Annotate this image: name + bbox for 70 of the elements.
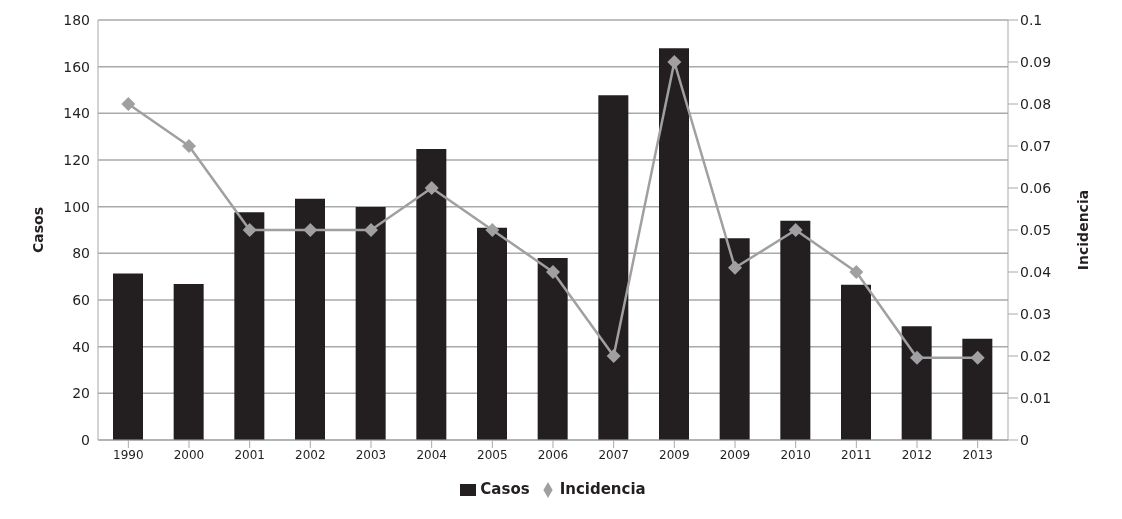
y-tick-label: 60 xyxy=(72,291,90,308)
x-tick-label: 2004 xyxy=(416,447,447,462)
bar xyxy=(234,212,265,440)
y-axis-title: Casos xyxy=(29,206,46,254)
bar xyxy=(780,220,811,440)
legend-label: Incidencia xyxy=(559,480,646,498)
point xyxy=(485,223,500,237)
y2-tick-label: 0.08 xyxy=(1020,95,1052,112)
point xyxy=(303,223,318,237)
y-tick-label: 160 xyxy=(63,58,90,75)
y-tick-label: 80 xyxy=(72,245,90,262)
y2-tick-label: 0.03 xyxy=(1020,305,1052,322)
x-tick-label: 2002 xyxy=(295,447,326,462)
bar xyxy=(598,95,629,440)
y2-tick-label: 0.06 xyxy=(1020,179,1052,196)
y-tick-label: 120 xyxy=(63,151,90,168)
point xyxy=(242,223,257,237)
y-tick-label: 180 xyxy=(63,11,90,28)
y-tick-label: 20 xyxy=(72,385,90,402)
legend-label: Casos xyxy=(480,480,530,498)
y2-tick-label: 0.09 xyxy=(1020,53,1052,70)
point xyxy=(849,265,864,279)
x-tick-label: 2010 xyxy=(780,447,811,462)
point xyxy=(546,265,560,279)
point xyxy=(424,181,439,195)
y2-tick-label: 0.01 xyxy=(1020,389,1052,406)
y-tick-label: 0 xyxy=(81,431,90,448)
x-tick-label: 2007 xyxy=(598,447,629,462)
x-tick-label: 2003 xyxy=(355,447,387,462)
point xyxy=(121,97,136,111)
x-tick-label: 2009 xyxy=(719,447,751,462)
point xyxy=(606,349,621,363)
x-tick-label: 2009 xyxy=(659,447,690,462)
x-tick-label: 2006 xyxy=(537,447,569,462)
bar xyxy=(659,48,689,440)
point xyxy=(182,139,196,153)
point xyxy=(364,223,378,237)
x-tick-label: 2000 xyxy=(173,447,205,462)
bar xyxy=(173,283,204,440)
point xyxy=(728,260,742,275)
y2-tick-label: 0.07 xyxy=(1020,137,1052,154)
y-tick-label: 100 xyxy=(63,198,90,215)
y-tick-label: 40 xyxy=(72,338,90,355)
bar xyxy=(295,198,325,440)
bar xyxy=(477,227,507,440)
point xyxy=(970,350,985,365)
bar xyxy=(719,238,750,440)
x-tick-label: 2011 xyxy=(841,447,872,462)
bar xyxy=(113,273,143,440)
bar xyxy=(537,258,568,440)
y2-tick-label: 0 xyxy=(1020,431,1029,448)
point xyxy=(667,55,682,69)
y2-tick-label: 0.02 xyxy=(1020,347,1052,364)
bar xyxy=(841,284,871,440)
y2-axis-title: Incidencia xyxy=(1074,189,1091,271)
y-tick-label: 140 xyxy=(63,105,90,122)
point xyxy=(788,223,803,237)
x-tick-label: 2005 xyxy=(477,447,508,462)
y2-tick-label: 0.04 xyxy=(1020,263,1052,280)
bar xyxy=(416,149,447,440)
point xyxy=(910,350,924,365)
x-tick-label: 2012 xyxy=(901,447,933,462)
bar xyxy=(901,326,932,440)
x-tick-label: 1990 xyxy=(113,447,144,462)
y2-tick-label: 0.05 xyxy=(1020,221,1052,238)
y2-tick-label: 0.1 xyxy=(1020,11,1043,28)
x-tick-label: 2001 xyxy=(234,447,265,462)
bar xyxy=(355,206,386,440)
bar xyxy=(962,338,993,440)
x-tick-label: 2013 xyxy=(962,447,993,462)
